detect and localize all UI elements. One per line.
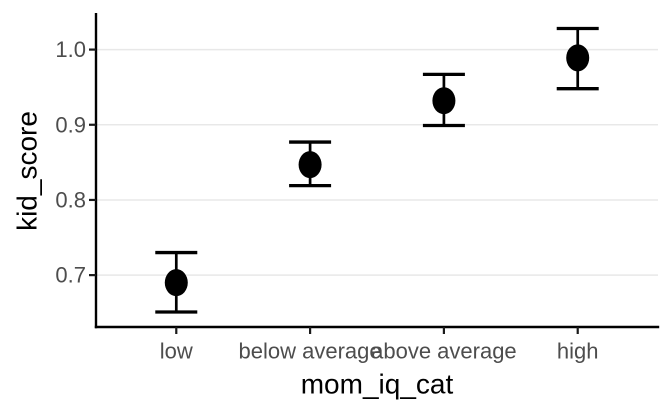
x-axis-title: mom_iq_cat (301, 369, 454, 400)
point-estimate (298, 151, 322, 179)
x-tick-label: below average (239, 339, 382, 364)
data-marks-group (155, 26, 599, 314)
y-tick-label: 0.7 (55, 263, 86, 288)
x-tick-label: high (557, 339, 599, 364)
x-tick-label: above average (371, 339, 517, 364)
x-tick-label: low (160, 339, 193, 364)
gridlines-group (96, 48, 658, 276)
point-estimate (432, 87, 456, 115)
y-tick-label: 0.8 (55, 187, 86, 212)
point-estimate (164, 269, 188, 297)
y-axis-title: kid_score (12, 111, 43, 231)
y-tick-label: 0.9 (55, 112, 86, 137)
y-tick-label: 1.0 (55, 37, 86, 62)
point-estimate (566, 44, 590, 72)
